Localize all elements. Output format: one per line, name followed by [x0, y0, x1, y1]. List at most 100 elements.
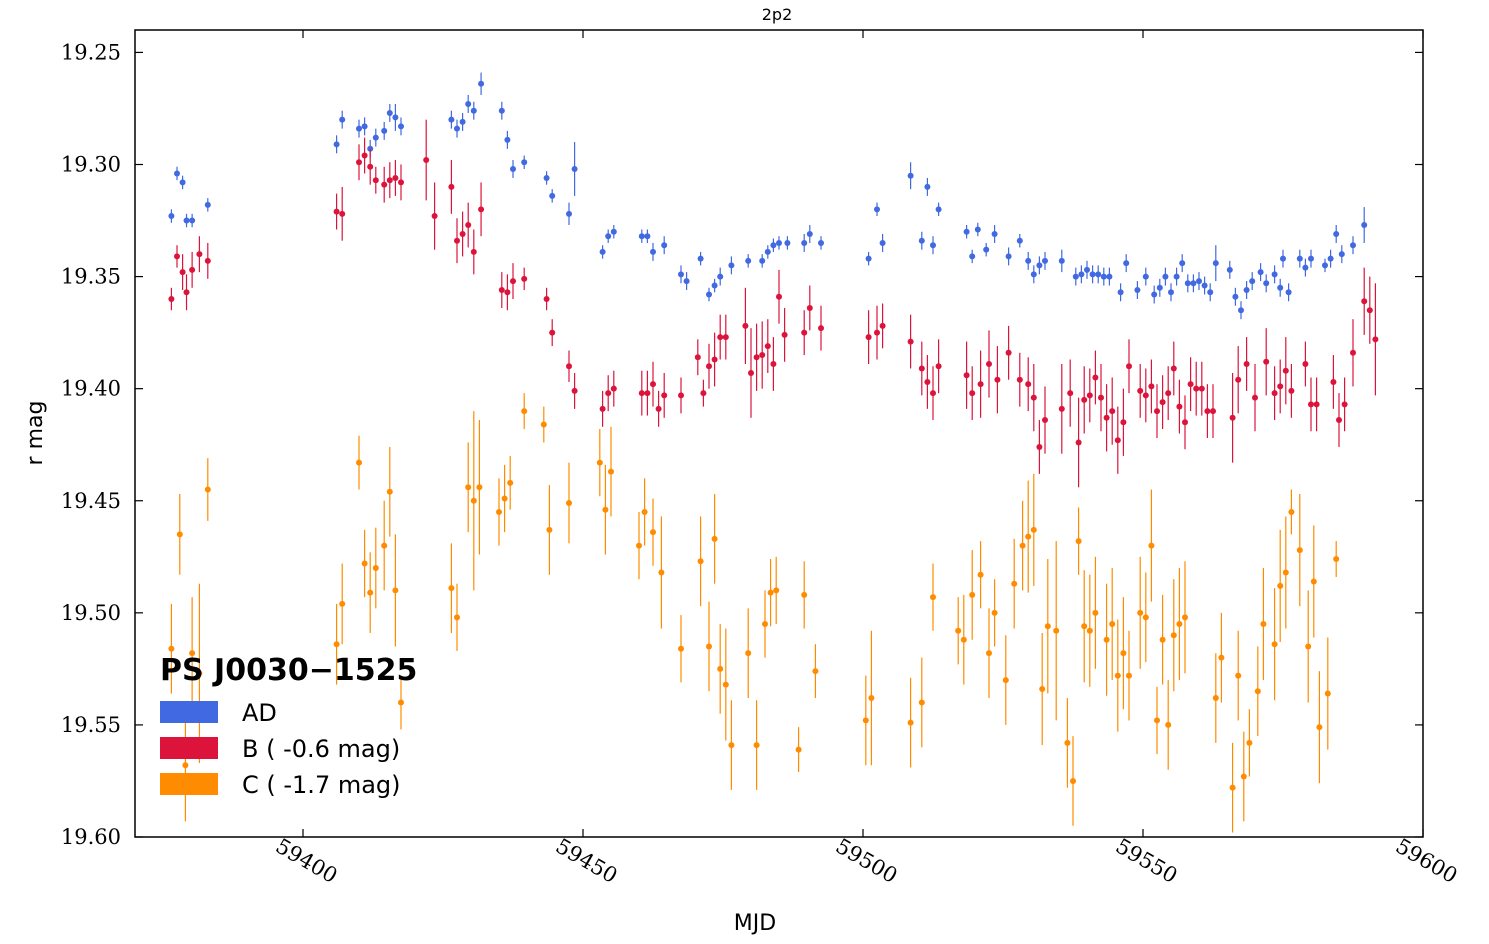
data-point [907, 719, 914, 726]
x-tick-label: 59400 [272, 834, 342, 888]
data-point [907, 172, 914, 179]
data-point [476, 484, 483, 491]
data-point [644, 233, 651, 240]
data-point [655, 405, 662, 412]
data-point [1086, 627, 1093, 634]
legend-title: PS J0030−1525 [160, 653, 417, 688]
data-point [1109, 621, 1116, 628]
data-point [879, 239, 886, 246]
data-point [361, 152, 368, 159]
data-point [1182, 614, 1188, 621]
data-point [398, 179, 404, 186]
data-point [1103, 636, 1110, 643]
data-point [1196, 278, 1202, 285]
data-point [381, 181, 388, 188]
data-point [1302, 361, 1309, 368]
data-point [1207, 289, 1214, 296]
data-point [196, 251, 203, 258]
data-point [1184, 280, 1191, 287]
data-point [784, 239, 791, 246]
data-point [333, 141, 340, 148]
data-point [1126, 672, 1132, 679]
data-point [1313, 401, 1320, 408]
data-point [1092, 374, 1099, 381]
y-tick-label: 19.35 [61, 265, 121, 289]
legend-label: AD [242, 699, 277, 727]
data-point [1036, 262, 1043, 269]
data-point [1361, 298, 1368, 305]
data-point [521, 408, 528, 415]
data-point [168, 645, 175, 652]
data-point [1081, 623, 1088, 630]
data-point [986, 361, 992, 368]
data-point [1154, 717, 1160, 724]
data-point [636, 542, 642, 549]
data-point [1036, 443, 1043, 450]
data-point [1327, 255, 1334, 262]
data-point [1142, 392, 1149, 399]
data-point [339, 116, 346, 123]
data-point [1212, 695, 1219, 702]
data-point [1025, 533, 1032, 540]
y-tick-label: 19.40 [61, 377, 121, 401]
data-point [465, 222, 472, 229]
data-point [1308, 255, 1314, 262]
series-0 [168, 72, 1368, 320]
data-point [1137, 609, 1144, 616]
data-point [392, 587, 399, 594]
data-point [599, 405, 606, 412]
data-point [801, 591, 808, 598]
data-point [935, 363, 942, 370]
data-point [930, 242, 936, 249]
data-point [510, 278, 516, 285]
data-point [678, 271, 684, 278]
data-point [372, 134, 379, 141]
data-point [1296, 547, 1303, 554]
data-point [874, 329, 880, 336]
x-axis: 59400 59450 59500 59550 59600 [272, 30, 1461, 888]
data-point [1282, 367, 1289, 374]
data-point [470, 248, 477, 255]
data-point [1086, 392, 1093, 399]
data-point [924, 183, 931, 190]
data-point [504, 136, 511, 143]
data-point [1263, 358, 1270, 365]
data-point [1212, 260, 1219, 267]
data-point [1235, 376, 1242, 383]
data-point [683, 278, 690, 285]
data-point [641, 508, 648, 515]
data-point [722, 681, 729, 688]
data-point [392, 174, 399, 181]
data-point [1226, 266, 1233, 273]
data-point [1249, 278, 1256, 285]
data-point [1263, 280, 1270, 287]
data-point [661, 392, 668, 399]
data-point [818, 325, 824, 332]
x-tick-label: 59500 [832, 834, 902, 888]
data-point [661, 242, 668, 249]
data-point [1201, 282, 1208, 289]
data-point [1176, 403, 1183, 410]
data-point [189, 650, 196, 657]
series-1 [168, 119, 1379, 488]
data-point [1350, 349, 1356, 356]
data-point [1070, 777, 1076, 784]
data-point [448, 183, 455, 190]
data-point [963, 372, 970, 379]
data-point [1330, 378, 1337, 385]
data-point [1120, 419, 1127, 426]
data-point [994, 376, 1001, 383]
data-point [767, 589, 774, 596]
data-point [189, 266, 196, 273]
data-point [1324, 690, 1331, 697]
data-point [1005, 349, 1012, 356]
data-point [465, 100, 472, 107]
data-point [356, 159, 362, 166]
data-point [1159, 636, 1166, 643]
series-2 [168, 393, 1340, 833]
data-point [1081, 396, 1088, 403]
data-point [806, 304, 813, 311]
data-point [1282, 569, 1289, 576]
data-point [470, 107, 477, 114]
data-point [1170, 365, 1177, 372]
